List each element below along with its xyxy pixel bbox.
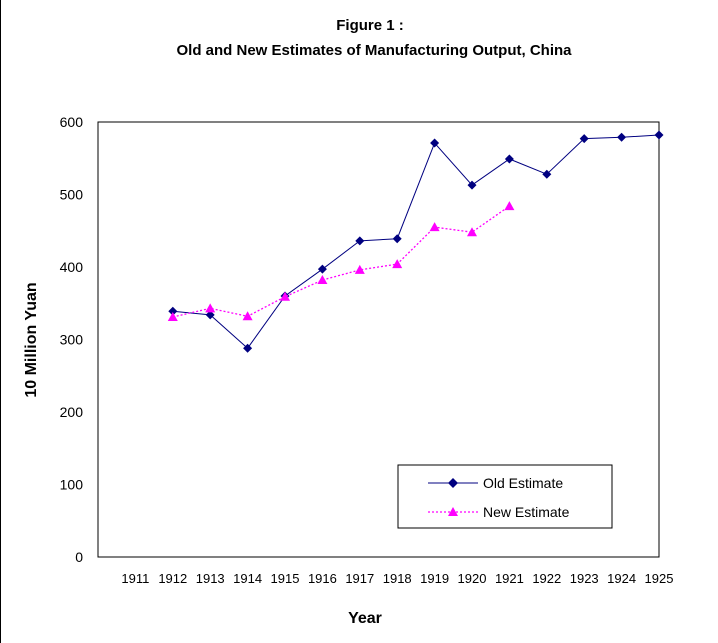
data-point-diamond xyxy=(392,234,402,244)
x-tick-label: 1912 xyxy=(158,571,187,586)
x-tick-label: 1922 xyxy=(532,571,561,586)
chart-title: Figure 1 : xyxy=(336,17,404,34)
x-tick-label: 1923 xyxy=(570,571,599,586)
x-tick-label: 1914 xyxy=(233,571,262,586)
x-tick-label: 1924 xyxy=(607,571,636,586)
data-point-diamond xyxy=(355,236,365,246)
data-point-diamond xyxy=(467,180,477,190)
data-point-diamond xyxy=(579,134,589,144)
data-point-diamond xyxy=(430,138,440,148)
legend-new-label: New Estimate xyxy=(483,504,570,520)
data-point-diamond xyxy=(205,310,215,320)
data-point-diamond xyxy=(654,130,664,140)
y-tick-label: 300 xyxy=(60,332,84,348)
data-point-triangle xyxy=(280,291,290,301)
data-point-diamond xyxy=(617,132,627,142)
y-axis-label: 10 Million Yuan xyxy=(23,282,40,397)
legend: Old Estimate New Estimate xyxy=(397,464,613,529)
data-point-triangle xyxy=(392,259,403,269)
x-tick-label: 1917 xyxy=(345,571,374,586)
legend-diamond-icon xyxy=(448,478,458,488)
series-new-estimate xyxy=(167,201,515,322)
series-line xyxy=(172,205,510,318)
x-tick-label: 1911 xyxy=(121,571,149,586)
y-tick-label: 0 xyxy=(75,549,83,565)
x-tick-label: 1921 xyxy=(495,571,524,586)
data-point-triangle xyxy=(167,312,178,322)
data-point-triangle xyxy=(354,264,365,274)
x-tick-label: 1925 xyxy=(645,571,674,586)
data-point-diamond xyxy=(168,306,178,316)
data-point-triangle xyxy=(242,311,253,321)
data-point-diamond xyxy=(317,264,327,274)
data-point-triangle xyxy=(205,303,216,313)
data-point-triangle xyxy=(317,275,328,285)
data-point-triangle xyxy=(467,227,477,237)
data-point-diamond xyxy=(504,154,514,164)
series-line xyxy=(172,134,660,349)
y-tick-label: 500 xyxy=(60,187,84,203)
x-tick-label: 1919 xyxy=(420,571,449,586)
x-tick-label: 1920 xyxy=(458,571,487,586)
y-tick-label: 100 xyxy=(60,477,84,493)
legend-old-label: Old Estimate xyxy=(483,475,563,491)
data-point-diamond xyxy=(243,343,253,353)
chart-subtitle: Old and New Estimates of Manufacturing O… xyxy=(176,42,572,59)
y-tick-label: 200 xyxy=(60,404,84,420)
legend-triangle-icon xyxy=(448,507,458,516)
legend-box xyxy=(397,464,613,529)
x-tick-label: 1913 xyxy=(196,571,225,586)
x-tick-label: 1916 xyxy=(308,571,337,586)
x-tick-label: 1918 xyxy=(383,571,412,586)
x-tick-label: 1915 xyxy=(271,571,300,586)
data-point-triangle xyxy=(429,222,440,232)
x-axis-label: Year xyxy=(348,610,382,627)
data-point-diamond xyxy=(542,169,552,179)
data-point-triangle xyxy=(504,201,515,211)
y-tick-label: 400 xyxy=(60,259,84,275)
y-tick-label: 600 xyxy=(60,114,84,130)
